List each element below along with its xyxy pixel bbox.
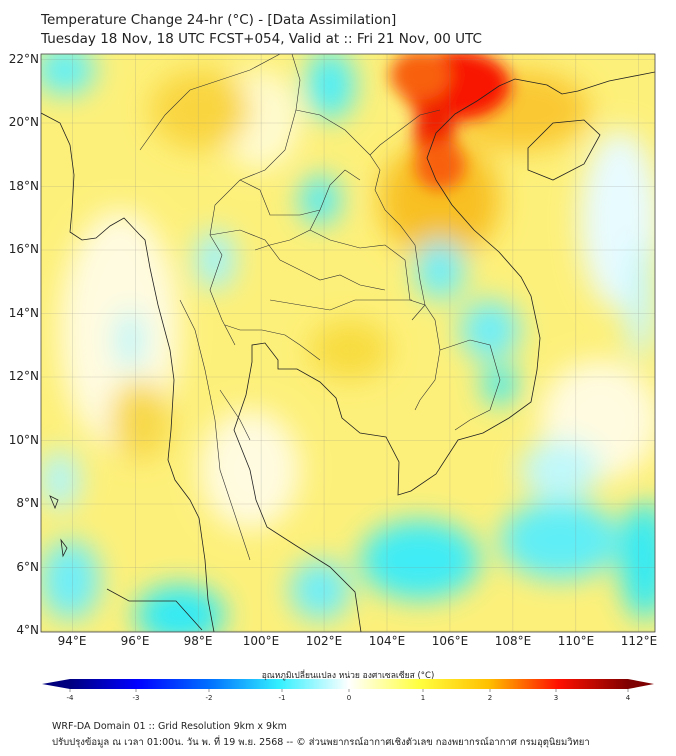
lat-label: 22°N: [8, 52, 39, 66]
lon-label: 100°E: [242, 634, 280, 648]
colorbar: [42, 679, 654, 692]
colorbar-label: อุณหภูมิเปลี่ยนแปลง หน่วย องศาเซลเซียส (…: [261, 671, 435, 681]
colorbar-tick: 2: [487, 694, 493, 702]
country-borders: [139, 54, 501, 561]
lat-label: 16°N: [8, 242, 39, 256]
colorbar-tick: 1: [420, 694, 426, 702]
lat-label: 12°N: [8, 369, 39, 383]
lon-label: 98°E: [183, 634, 213, 648]
colorbar-tick: -2: [205, 694, 213, 702]
coastlines: [41, 71, 655, 632]
footer-model-info: WRF-DA Domain 01 :: Grid Resolution 9km …: [52, 721, 287, 732]
lat-label: 4°N: [16, 623, 39, 637]
lat-label: 14°N: [8, 306, 39, 320]
lon-label: 110°E: [557, 634, 595, 648]
colorbar-tick: 3: [553, 694, 559, 702]
colorbar-tick: -4: [66, 694, 74, 702]
lon-label: 106°E: [431, 634, 469, 648]
colorbar-tick: 4: [625, 694, 631, 702]
lon-label: 104°E: [368, 634, 406, 648]
colorbar-tick: -3: [132, 694, 140, 702]
graticule: [41, 54, 655, 632]
lon-label: 108°E: [494, 634, 532, 648]
colorbar-tick: 0: [346, 694, 352, 702]
footer-update-info: ปรับปรุงข้อมูล ณ เวลา 01:00น. วัน พ. ที่…: [52, 737, 590, 748]
lat-label: 8°N: [16, 496, 39, 510]
colorbar-tick: -1: [278, 694, 286, 702]
lon-label: 112°E: [620, 634, 658, 648]
lon-label: 96°E: [120, 634, 150, 648]
lon-label: 102°E: [305, 634, 343, 648]
map-subtitle: Tuesday 18 Nov, 18 UTC FCST+054, Valid a…: [41, 31, 482, 47]
lat-label: 18°N: [8, 179, 39, 193]
temperature-field: [41, 54, 655, 632]
map-title: Temperature Change 24-hr (°C) - [Data As…: [41, 12, 397, 28]
lon-label: 94°E: [57, 634, 87, 648]
lat-label: 20°N: [8, 115, 39, 129]
lat-label: 6°N: [16, 560, 39, 574]
lat-label: 10°N: [8, 433, 39, 447]
